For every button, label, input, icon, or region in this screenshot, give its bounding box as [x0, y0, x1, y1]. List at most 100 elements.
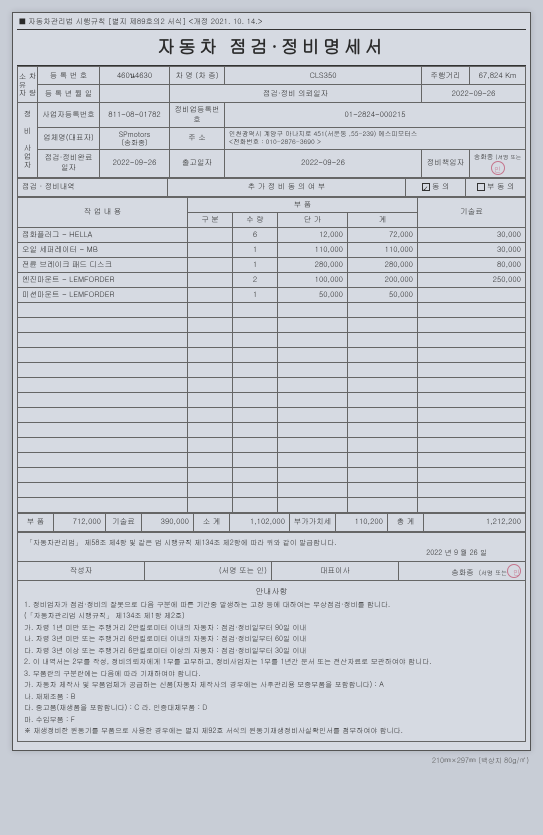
item-price: 12,000: [278, 227, 348, 242]
col-sum: 계: [348, 212, 418, 227]
item-name: 점화플러그 - HELLA: [18, 227, 188, 242]
parts-label: 부 품: [188, 197, 418, 212]
item-row-blank: [18, 362, 526, 377]
items-table: 작 업 내 용 부 품 기술료 구 분 수 량 단 가 계 점화플러그 - HE…: [17, 197, 526, 513]
car-name-label: 차 명 (차 종): [170, 67, 225, 85]
item-tech: [418, 287, 526, 302]
check-icon: ✓: [422, 183, 430, 191]
item-row: 미션마운트 - LEMFORDER150,00050,000: [18, 287, 526, 302]
item-tech: 80,000: [418, 257, 526, 272]
tot-vat: 110,200: [336, 513, 388, 531]
req-date-label: 점검·정비 의뢰일자: [170, 85, 422, 103]
item-price: 280,000: [278, 257, 348, 272]
tot-total-lbl: 총 계: [388, 513, 424, 531]
item-row: 전륜 브레이크 패드 디스크1280,000280,00080,000: [18, 257, 526, 272]
totals-table: 부 품 712,000 기술료 390,000 소 계 1,102,000 부가…: [17, 513, 526, 532]
info-table: 차 량 소유자 등 록 번 호 460น4630 차 명 (차 종) CLS35…: [17, 66, 526, 178]
item-row-blank: [18, 332, 526, 347]
shop-reg: 01-2824-000215: [225, 103, 526, 128]
item-div: [188, 257, 233, 272]
item-row-blank: [18, 392, 526, 407]
paper-spec: 210㎜×297㎜ (백상지 80g/㎡): [12, 751, 531, 765]
item-row-blank: [18, 482, 526, 497]
item-sum: 50,000: [348, 287, 418, 302]
consent-no: 부 동 의: [466, 178, 526, 196]
note-line: 다. 차령 3년 이상 또는 주행거리 6만킬로미터 이상의 자동차 : 점검·…: [24, 645, 519, 656]
biz-no-label: 사업자등록번호: [38, 103, 100, 128]
reg-no-label: 등 록 번 호: [38, 67, 100, 85]
note-line: 나. 재제조품 : B: [24, 691, 519, 702]
shop-section-label: 정 비 사업자: [18, 103, 38, 178]
biz-no: 811-08-01782: [100, 103, 170, 128]
note-line: 가. 차령 1년 미만 또는 주행거리 2만킬로미터 이내의 자동차 : 점검·…: [24, 622, 519, 633]
tot-tech: 390,000: [142, 513, 194, 531]
document-page: ■ 자동차관리법 시행규칙 [별지 제89호의2 서식] <개정 2021. 1…: [12, 12, 531, 751]
item-row-blank: [18, 317, 526, 332]
item-tech: 30,000: [418, 227, 526, 242]
tot-parts: 712,000: [54, 513, 106, 531]
item-row-blank: [18, 497, 526, 512]
note-line: 가. 자동차 제작사 및 부품업체가 공급하는 신품(자동차 제작사의 경우에는…: [24, 679, 519, 690]
item-tech: 30,000: [418, 242, 526, 257]
done-date: 2022-09-26: [100, 149, 170, 177]
item-row: 점화플러그 - HELLA612,00072,00030,000: [18, 227, 526, 242]
item-sum: 200,000: [348, 272, 418, 287]
note-line: 2. 이 내역서는 2부를 작성, 정비의뢰자에게 1부를 교부하고, 정비사업…: [24, 656, 519, 667]
item-name: 엔진마운트 - LEMFORDER: [18, 272, 188, 287]
notes-title: 안내사항: [24, 586, 519, 598]
note-line: 나. 차령 3년 미만 또는 주행거리 6만킬로미터 이내의 자동차 : 점검·…: [24, 633, 519, 644]
item-row-blank: [18, 302, 526, 317]
item-price: 110,000: [278, 242, 348, 257]
tot-parts-lbl: 부 품: [18, 513, 54, 531]
item-qty: 2: [233, 272, 278, 287]
company: SPmotors (송화종): [100, 128, 170, 150]
req-date: 2022-09-26: [422, 85, 526, 103]
header-reference: ■ 자동차관리법 시행규칙 [별지 제89호의2 서식] <개정 2021. 1…: [17, 17, 526, 29]
item-row-blank: [18, 377, 526, 392]
col-div: 구 분: [188, 212, 233, 227]
resp-name: 송화종 (서명 또는인: [470, 149, 526, 177]
reg-date-label: 등 록 년 월 일: [38, 85, 100, 103]
consent-label: 추 가 정 비 동 의 여 부: [168, 178, 406, 196]
item-row-blank: [18, 452, 526, 467]
consent-yes: ✓ 동 의: [406, 178, 466, 196]
item-row-blank: [18, 467, 526, 482]
done-label: 점검·정비완료일자: [38, 149, 100, 177]
addr-label: 주 소: [170, 128, 225, 150]
note-line: 3. 부품란의 구분란에는 다음에 따라 기재하여야 합니다.: [24, 668, 519, 679]
maker-label: 작성자: [18, 561, 145, 580]
item-qty: 1: [233, 242, 278, 257]
item-row: 엔진마운트 - LEMFORDER2100,000200,000250,000: [18, 272, 526, 287]
note-line: 1. 정비업자가 점검·정비의 잘못으로 다음 구분에 따른 기간중 발생하는 …: [24, 599, 519, 610]
item-tech: 250,000: [418, 272, 526, 287]
scope-table: 점검 · 정비내역 추 가 정 비 동 의 여 부 ✓ 동 의 부 동 의: [17, 178, 526, 197]
cert-date: 2022 년 9 월 26 일: [26, 547, 517, 557]
rep-cell: 송화종 (서명 또는인: [399, 561, 526, 580]
rep-label: 대표이사: [272, 561, 399, 580]
reg-no: 460น4630: [100, 67, 170, 85]
item-div: [188, 287, 233, 302]
item-div: [188, 272, 233, 287]
checkbox-icon: [477, 183, 485, 191]
item-qty: 1: [233, 287, 278, 302]
item-row-blank: [18, 407, 526, 422]
doc-title: 자동차 점검·정비명세서: [17, 29, 526, 66]
mileage-label: 주행거리: [422, 67, 470, 85]
owner-section-label: 차 량 소유자: [18, 67, 38, 103]
item-row: 오일 세퍼레이터 - MB1110,000110,00030,000: [18, 242, 526, 257]
tot-tech-lbl: 기술료: [106, 513, 142, 531]
item-row-blank: [18, 437, 526, 452]
mileage: 67,824 Km: [470, 67, 526, 85]
item-sum: 280,000: [348, 257, 418, 272]
tot-vat-lbl: 부가가치세: [290, 513, 336, 531]
item-qty: 6: [233, 227, 278, 242]
item-name: 미션마운트 - LEMFORDER: [18, 287, 188, 302]
tot-sub: 1,102,000: [230, 513, 290, 531]
item-sum: 110,000: [348, 242, 418, 257]
tot-total: 1,212,200: [424, 513, 526, 531]
notes-block: 안내사항 1. 정비업자가 점검·정비의 잘못으로 다음 구분에 따른 기간중 …: [17, 581, 526, 742]
note-line: 다. 중고품(재생품을 포함합니다) : C 라. 인증대체부품 : D: [24, 702, 519, 713]
col-qty: 수 량: [233, 212, 278, 227]
tot-sub-lbl: 소 계: [194, 513, 230, 531]
item-qty: 1: [233, 257, 278, 272]
